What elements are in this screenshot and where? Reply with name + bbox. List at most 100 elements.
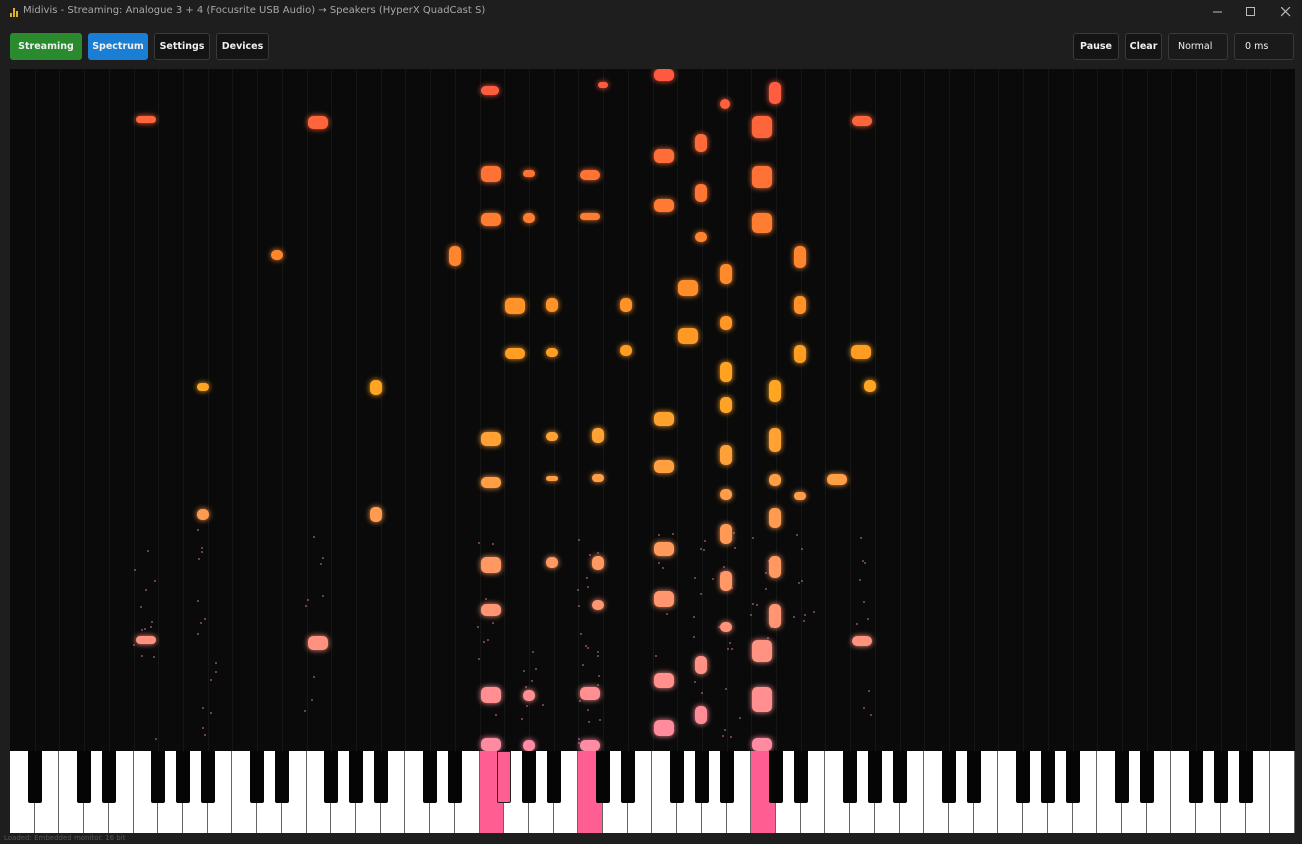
black-key[interactable]	[1065, 751, 1080, 803]
black-key[interactable]	[423, 751, 438, 803]
clear-button[interactable]: Clear	[1125, 33, 1162, 60]
black-key[interactable]	[867, 751, 882, 803]
black-key[interactable]	[447, 751, 462, 803]
falling-note	[505, 348, 525, 359]
black-key[interactable]	[1115, 751, 1130, 803]
lane-divider	[825, 69, 827, 751]
falling-note	[308, 116, 328, 129]
spark-particle	[724, 688, 727, 691]
black-key[interactable]	[1139, 751, 1154, 803]
black-key[interactable]	[694, 751, 709, 803]
close-button[interactable]	[1268, 0, 1302, 24]
black-key[interactable]	[101, 751, 116, 803]
black-key[interactable]	[546, 751, 561, 803]
lane-divider	[677, 69, 679, 751]
speed-select[interactable]: Normal	[1168, 33, 1228, 60]
black-key[interactable]	[497, 751, 512, 803]
spark-particle	[655, 655, 658, 658]
black-key[interactable]	[620, 751, 635, 803]
black-key[interactable]	[200, 751, 215, 803]
lane-divider	[751, 69, 753, 751]
spark-particle	[769, 646, 772, 649]
settings-button[interactable]: Settings	[154, 33, 210, 60]
spark-particle	[150, 626, 153, 629]
lane-divider	[998, 69, 1000, 751]
black-key[interactable]	[521, 751, 536, 803]
black-key[interactable]	[596, 751, 611, 803]
streaming-button[interactable]: Streaming	[10, 33, 82, 60]
spark-particle	[578, 539, 581, 542]
falling-note	[546, 432, 558, 441]
spark-particle	[477, 542, 480, 545]
lane-divider	[800, 69, 802, 751]
black-key[interactable]	[769, 751, 784, 803]
black-key[interactable]	[1238, 751, 1253, 803]
minimize-button[interactable]	[1200, 0, 1236, 24]
falling-note	[654, 149, 674, 163]
black-key[interactable]	[1016, 751, 1031, 803]
black-key[interactable]	[324, 751, 339, 803]
spark-particle	[732, 531, 735, 534]
black-key[interactable]	[27, 751, 42, 803]
pause-button[interactable]: Pause	[1073, 33, 1119, 60]
black-key[interactable]	[892, 751, 907, 803]
spark-particle	[313, 535, 316, 538]
black-key[interactable]	[843, 751, 858, 803]
maximize-icon	[1246, 7, 1255, 16]
falling-note	[481, 557, 501, 573]
black-key[interactable]	[1189, 751, 1204, 803]
falling-note	[546, 557, 558, 568]
piano-keyboard[interactable]	[10, 751, 1295, 833]
black-key[interactable]	[1040, 751, 1055, 803]
spark-particle	[579, 632, 582, 635]
black-key[interactable]	[942, 751, 957, 803]
lane-divider	[454, 69, 456, 751]
latency-field[interactable]: 0 ms	[1234, 33, 1294, 60]
maximize-button[interactable]	[1233, 0, 1269, 24]
falling-note	[720, 264, 732, 284]
lane-divider	[331, 69, 333, 751]
lane-divider	[479, 69, 481, 751]
falling-note	[654, 460, 674, 473]
black-key[interactable]	[373, 751, 388, 803]
spark-particle	[196, 633, 199, 636]
spark-particle	[589, 553, 592, 556]
falling-note	[695, 656, 707, 674]
lane-divider	[553, 69, 555, 751]
falling-note	[271, 250, 283, 260]
spark-particle	[491, 621, 494, 624]
falling-note	[852, 636, 872, 646]
spark-particle	[578, 741, 581, 744]
spark-particle	[792, 616, 795, 619]
spark-particle	[535, 668, 538, 671]
black-key[interactable]	[348, 751, 363, 803]
spark-particle	[132, 644, 135, 647]
devices-button[interactable]: Devices	[216, 33, 269, 60]
black-key[interactable]	[719, 751, 734, 803]
spark-particle	[657, 562, 660, 565]
lane-divider	[281, 69, 283, 751]
spark-particle	[485, 597, 488, 600]
black-key[interactable]	[77, 751, 92, 803]
black-key[interactable]	[670, 751, 685, 803]
black-key[interactable]	[250, 751, 265, 803]
black-key[interactable]	[175, 751, 190, 803]
black-key[interactable]	[274, 751, 289, 803]
black-key[interactable]	[793, 751, 808, 803]
black-key[interactable]	[966, 751, 981, 803]
falling-note	[769, 380, 781, 402]
minimize-icon	[1213, 11, 1222, 13]
falling-note	[769, 474, 781, 486]
lane-divider	[34, 69, 36, 751]
black-key[interactable]	[151, 751, 166, 803]
app-icon	[10, 8, 20, 17]
spark-particle	[482, 641, 485, 644]
falling-note	[769, 604, 781, 628]
black-key[interactable]	[1213, 751, 1228, 803]
lane-divider	[528, 69, 530, 751]
spectrum-button[interactable]: Spectrum	[88, 33, 148, 60]
spark-particle	[863, 562, 866, 565]
lane-divider	[355, 69, 357, 751]
lane-divider	[405, 69, 407, 751]
white-key[interactable]	[1270, 751, 1295, 833]
